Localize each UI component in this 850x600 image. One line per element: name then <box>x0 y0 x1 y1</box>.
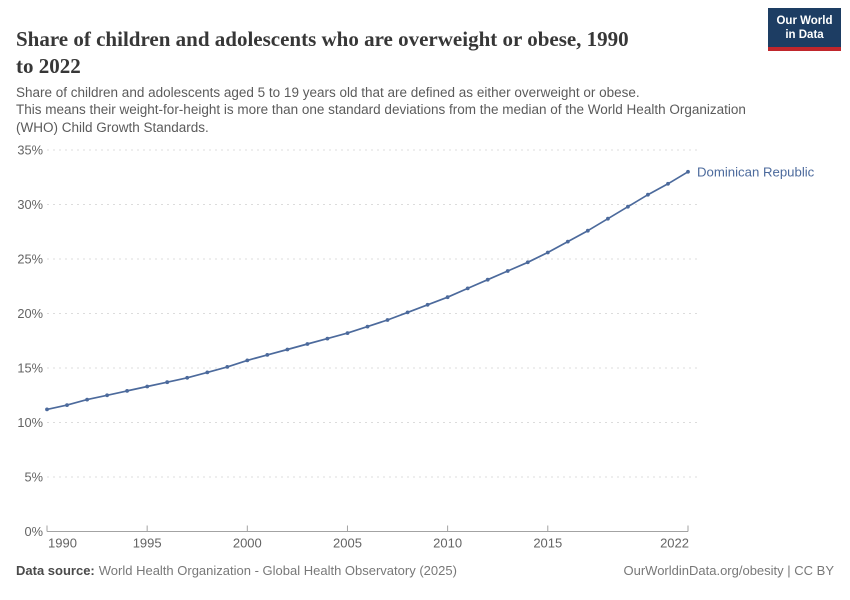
y-axis-tick-label: 5% <box>25 470 44 485</box>
data-point[interactable] <box>585 228 590 233</box>
chart-area: 0% 5% 10% 15% 20% 25% 30% 35% 1990 1995 2000 2005 20… <box>0 130 850 580</box>
data-point[interactable] <box>85 397 89 402</box>
data-point[interactable] <box>325 336 330 341</box>
data-point[interactable] <box>165 380 170 385</box>
x-axis-tick-label: 2015 <box>533 536 562 551</box>
x-axis-tick-label: 1995 <box>133 536 162 551</box>
data-point[interactable] <box>385 318 390 322</box>
data-point[interactable] <box>505 269 510 273</box>
y-axis-tick-label: 35% <box>17 143 43 158</box>
data-point[interactable] <box>465 286 470 291</box>
data-point[interactable] <box>565 239 570 244</box>
data-point[interactable] <box>445 295 450 300</box>
y-axis-tick-label: 20% <box>17 306 43 321</box>
data-point[interactable] <box>405 310 410 315</box>
data-point[interactable] <box>65 403 69 407</box>
y-axis-tick-label: 25% <box>17 252 43 267</box>
credit-link[interactable]: OurWorldinData.org/obesity | CC BY <box>623 563 835 578</box>
y-axis-tick-label: 15% <box>17 361 43 376</box>
y-axis-tick-label: 0% <box>25 524 44 539</box>
data-point[interactable] <box>686 169 690 174</box>
entity-label[interactable]: Dominican Republic <box>697 164 815 179</box>
data-point[interactable] <box>185 375 190 380</box>
data-point[interactable] <box>265 353 270 357</box>
data-point[interactable] <box>365 324 370 329</box>
y-axis-tick-label: 30% <box>17 197 43 212</box>
data-point[interactable] <box>105 393 109 398</box>
data-series[interactable] <box>45 169 690 412</box>
chart-footer: Data source: World Health Organization - … <box>16 563 834 578</box>
data-point[interactable] <box>545 250 550 255</box>
data-point[interactable] <box>525 260 530 265</box>
owid-logo[interactable]: Our World in Data <box>768 8 841 51</box>
owid-logo-line-1: Our World <box>776 15 833 27</box>
data-source: Data source: World Health Organization - … <box>16 563 457 578</box>
data-point[interactable] <box>205 370 210 375</box>
data-point[interactable] <box>125 389 129 393</box>
y-axis-tick-label: 10% <box>17 415 43 430</box>
data-point[interactable] <box>145 384 150 389</box>
owid-logo-line-2: in Data <box>785 29 824 41</box>
data-point[interactable] <box>646 192 650 197</box>
data-point[interactable] <box>345 331 350 335</box>
data-point[interactable] <box>485 277 490 282</box>
chart-title: Share of children and adolescents who ar… <box>16 27 629 79</box>
data-source-text: World Health Organization - Global Healt… <box>98 563 457 578</box>
data-point[interactable] <box>626 204 630 209</box>
data-point[interactable] <box>225 365 230 369</box>
data-point[interactable] <box>285 347 290 352</box>
data-point[interactable] <box>245 358 250 363</box>
data-point[interactable] <box>425 302 430 307</box>
x-axis-tick-label: 2000 <box>233 536 262 551</box>
data-point[interactable] <box>45 407 49 412</box>
chart-subtitle: Share of children and adolescents aged 5… <box>16 84 746 135</box>
data-point[interactable] <box>305 342 310 346</box>
data-point[interactable] <box>666 181 670 186</box>
chart-canvas[interactable]: 0% 5% 10% 15% 20% 25% 30% 35% 1990 1995 2000 2005 20… <box>0 130 850 580</box>
data-source-label: Data source: <box>16 563 95 578</box>
data-line[interactable] <box>46 170 689 411</box>
x-axis-tick-label: 2005 <box>333 536 362 551</box>
x-axis-tick-label: 2010 <box>433 536 462 551</box>
data-point[interactable] <box>606 216 610 221</box>
x-axis-tick-label: 1990 <box>48 536 77 551</box>
x-axis-tick-label: 2022 <box>660 536 689 551</box>
